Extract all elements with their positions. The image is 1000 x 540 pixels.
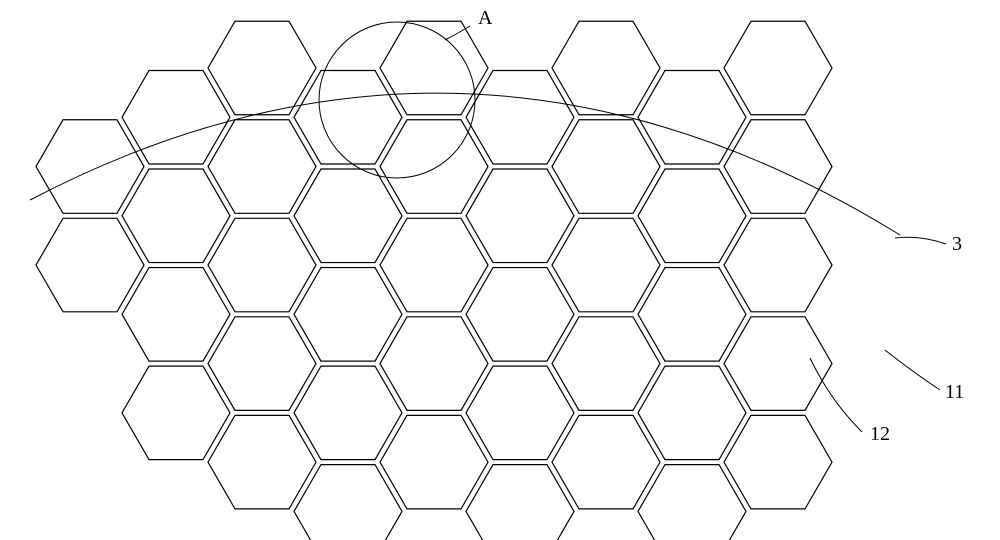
hex-cell bbox=[724, 317, 832, 411]
hex-cell bbox=[122, 366, 230, 460]
hex-cell bbox=[380, 218, 488, 312]
hex-cell bbox=[552, 415, 660, 509]
hex-cell bbox=[294, 465, 402, 540]
hex-cell bbox=[122, 169, 230, 263]
hex-cell bbox=[466, 465, 574, 540]
hex-cell bbox=[552, 21, 660, 115]
leader-11 bbox=[885, 350, 940, 390]
hex-cell bbox=[466, 169, 574, 263]
hex-cell bbox=[552, 317, 660, 411]
hex-cell bbox=[380, 21, 488, 115]
hex-cell bbox=[638, 366, 746, 460]
hex-cell bbox=[208, 317, 316, 411]
detail-circle-a bbox=[319, 22, 475, 178]
hex-cell bbox=[36, 218, 144, 312]
diagram-canvas: A 3 11 12 bbox=[0, 0, 1000, 540]
hex-cell bbox=[552, 120, 660, 214]
label-12: 12 bbox=[870, 423, 890, 445]
hex-cell bbox=[380, 120, 488, 214]
hex-cell bbox=[466, 366, 574, 460]
hex-cell bbox=[466, 71, 574, 165]
label-A: A bbox=[478, 7, 493, 29]
hex-cell bbox=[36, 120, 144, 214]
hex-cell bbox=[208, 21, 316, 115]
hex-cell bbox=[724, 415, 832, 509]
label-11: 11 bbox=[945, 381, 964, 403]
label-3: 3 bbox=[952, 233, 962, 255]
hex-cell bbox=[294, 169, 402, 263]
leader-12 bbox=[810, 358, 862, 432]
hex-cell bbox=[724, 218, 832, 312]
hex-cell bbox=[638, 169, 746, 263]
hex-cell bbox=[294, 71, 402, 165]
hex-cell bbox=[294, 268, 402, 362]
hex-cell bbox=[380, 415, 488, 509]
hex-cell bbox=[122, 71, 230, 165]
leader-3 bbox=[895, 237, 946, 244]
leader-A bbox=[445, 26, 470, 40]
hex-cell bbox=[638, 465, 746, 540]
hex-cell bbox=[552, 218, 660, 312]
hex-cell bbox=[208, 218, 316, 312]
hex-cell bbox=[724, 21, 832, 115]
hex-cell bbox=[208, 415, 316, 509]
hex-cell bbox=[466, 268, 574, 362]
hex-cell bbox=[208, 120, 316, 214]
hex-cell bbox=[638, 268, 746, 362]
hex-cell bbox=[294, 366, 402, 460]
hex-grid bbox=[36, 21, 832, 540]
hex-cell bbox=[122, 268, 230, 362]
hex-cell bbox=[380, 317, 488, 411]
hex-cell bbox=[724, 120, 832, 214]
